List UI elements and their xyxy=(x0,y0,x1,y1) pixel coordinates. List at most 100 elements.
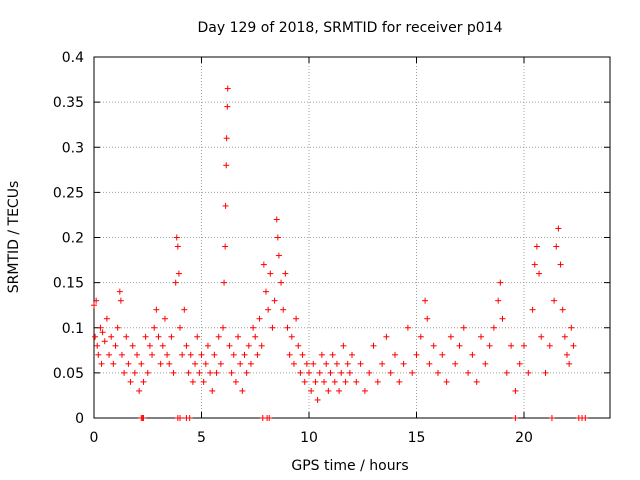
data-point xyxy=(426,360,433,367)
data-point xyxy=(374,378,381,385)
data-point xyxy=(121,369,128,376)
data-point xyxy=(252,333,259,340)
data-point xyxy=(179,351,186,358)
data-point xyxy=(93,297,100,304)
data-point xyxy=(220,324,226,331)
data-point xyxy=(288,333,295,340)
data-point xyxy=(409,369,416,376)
x-tick-label: 15 xyxy=(408,430,426,446)
data-point xyxy=(295,342,302,349)
data-point xyxy=(536,270,543,277)
data-point xyxy=(108,333,115,340)
data-point xyxy=(447,333,454,340)
axis-ticks xyxy=(93,56,610,419)
data-point xyxy=(226,342,233,349)
data-point xyxy=(346,369,353,376)
data-point xyxy=(168,333,175,340)
data-point xyxy=(303,360,310,367)
data-point xyxy=(495,297,502,304)
x-tick-label: 20 xyxy=(515,430,533,446)
data-point xyxy=(149,351,156,358)
data-point xyxy=(342,378,349,385)
data-point xyxy=(361,387,368,394)
data-point xyxy=(140,415,147,421)
data-point xyxy=(91,302,97,309)
data-point xyxy=(185,369,192,376)
x-tick-label: 5 xyxy=(197,430,206,446)
data-point xyxy=(516,360,523,367)
data-point xyxy=(387,369,394,376)
data-point xyxy=(338,369,345,376)
data-point xyxy=(273,216,280,223)
data-point xyxy=(274,234,281,241)
data-point xyxy=(265,306,272,313)
data-point xyxy=(503,369,510,376)
x-tick-label: 10 xyxy=(300,430,318,446)
data-point xyxy=(327,369,334,376)
data-point xyxy=(553,243,560,250)
data-point xyxy=(187,351,194,358)
data-point xyxy=(177,415,183,421)
y-tick-label: 0.1 xyxy=(62,321,84,337)
data-point xyxy=(221,279,228,286)
data-point xyxy=(198,351,205,358)
data-point xyxy=(525,369,532,376)
data-point xyxy=(284,324,291,331)
data-point xyxy=(469,351,476,358)
data-point xyxy=(224,103,231,110)
data-point xyxy=(99,329,106,336)
data-point xyxy=(114,324,121,331)
data-point xyxy=(370,342,377,349)
data-point xyxy=(256,315,263,322)
data-point xyxy=(101,338,108,345)
data-point xyxy=(413,351,420,358)
data-point xyxy=(559,306,566,313)
data-point xyxy=(166,360,173,367)
data-point xyxy=(129,342,136,349)
data-point xyxy=(417,333,424,340)
data-point xyxy=(392,351,398,358)
data-point xyxy=(282,270,289,277)
gridlines xyxy=(94,57,610,418)
data-point xyxy=(117,297,124,304)
data-point xyxy=(301,378,308,385)
data-point xyxy=(340,342,347,349)
data-point xyxy=(400,360,407,367)
data-point xyxy=(200,378,207,385)
data-point xyxy=(521,342,527,349)
data-point xyxy=(443,378,450,385)
y-tick-label: 0.4 xyxy=(62,50,84,66)
data-point xyxy=(151,324,158,331)
data-point xyxy=(127,378,134,385)
data-point xyxy=(183,342,190,349)
data-point xyxy=(125,360,132,367)
data-point xyxy=(555,225,562,232)
data-point xyxy=(312,378,319,385)
data-point xyxy=(278,279,285,286)
data-point xyxy=(186,415,193,421)
data-point xyxy=(551,297,558,304)
data-point xyxy=(92,333,99,340)
data-point xyxy=(538,333,545,340)
data-point xyxy=(192,360,199,367)
data-point xyxy=(146,342,153,349)
data-point xyxy=(456,342,463,349)
data-point xyxy=(202,360,209,367)
data-point xyxy=(254,351,261,358)
data-point xyxy=(531,261,538,268)
data-point xyxy=(490,324,497,331)
data-point xyxy=(310,360,317,367)
data-point xyxy=(106,351,113,358)
y-tick-label: 0.05 xyxy=(53,366,84,382)
data-point xyxy=(269,324,276,331)
data-point xyxy=(155,333,162,340)
y-tick-label: 0 xyxy=(75,411,84,427)
data-point xyxy=(112,342,119,349)
x-axis-label: GPS time / hours xyxy=(291,458,408,474)
data-point xyxy=(138,360,145,367)
data-point xyxy=(95,351,102,358)
data-point xyxy=(271,297,278,304)
data-point xyxy=(263,288,269,295)
data-point xyxy=(103,315,110,322)
